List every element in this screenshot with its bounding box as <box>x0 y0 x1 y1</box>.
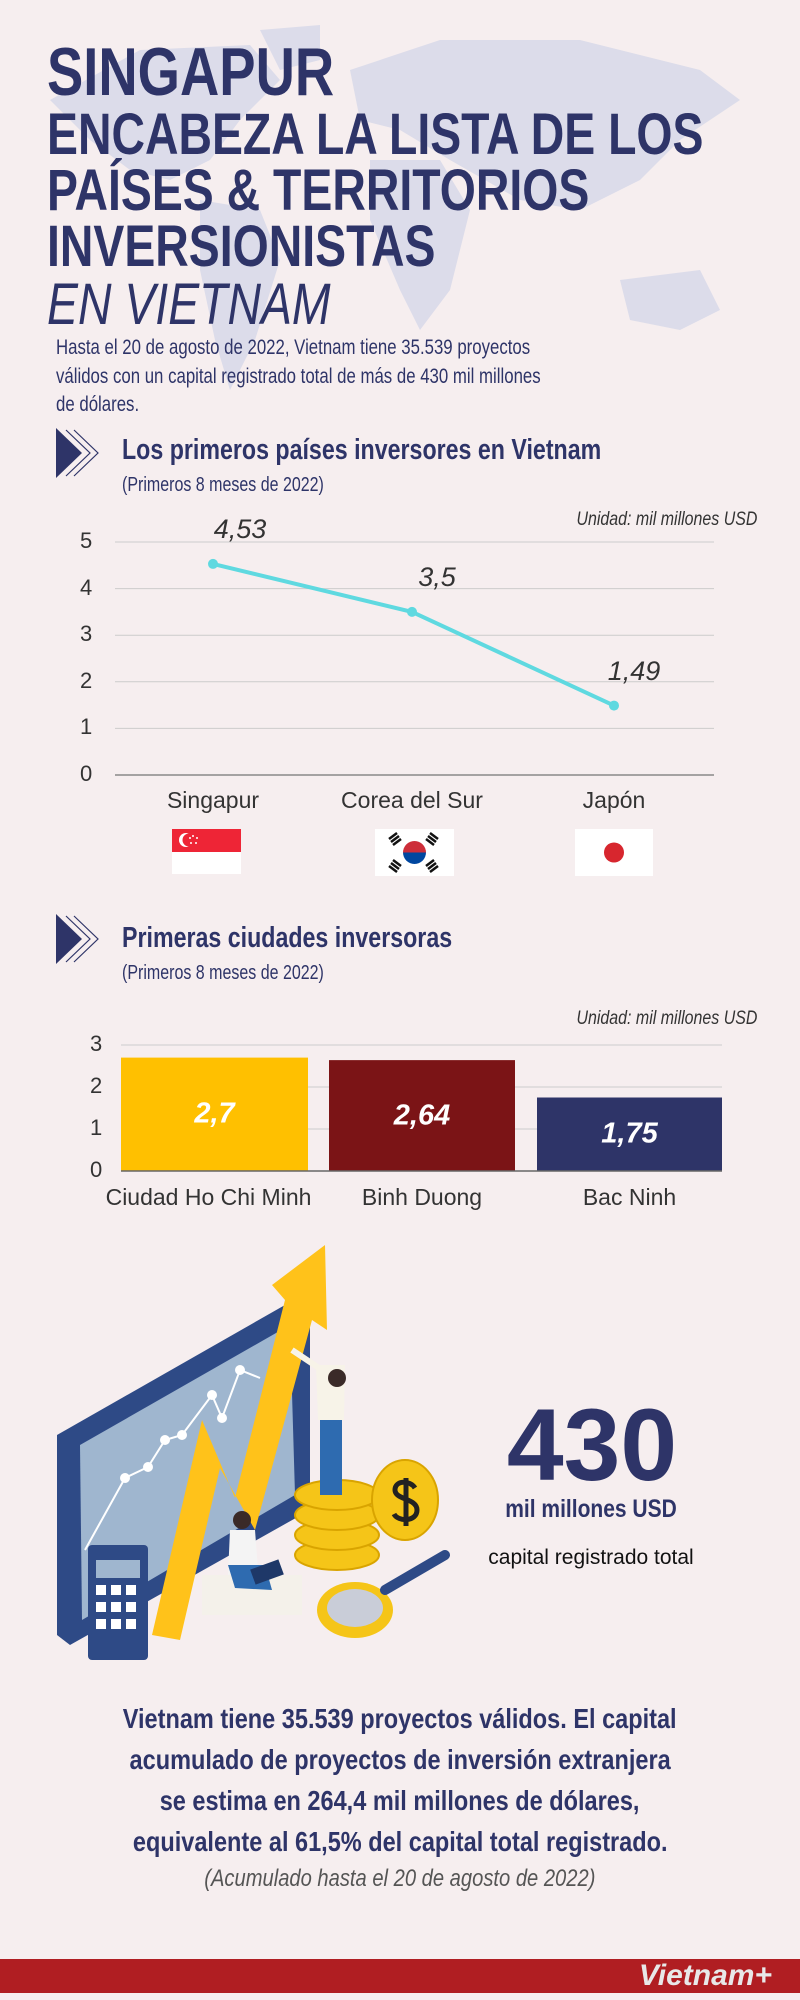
line-chart-subtitle: (Primeros 8 meses de 2022) <box>122 474 374 497</box>
summary-line: Vietnam tiene 35.539 proyectos válidos. … <box>123 1703 677 1734</box>
line-chart-title: Los primeros países inversores en Vietna… <box>122 434 721 467</box>
summary-line: equivalente al 61,5% del capital total r… <box>132 1826 668 1857</box>
unit-text: Unidad: mil millones USD <box>576 509 757 530</box>
y-tick-label: 1 <box>80 714 93 740</box>
title-text: INVERSIONISTAS <box>47 214 436 279</box>
bar-value-label: 2,64 <box>393 1099 451 1132</box>
highlight-number: 430 <box>506 1388 678 1502</box>
summary-line: se estima en 264,4 mil millones de dólar… <box>160 1785 640 1816</box>
chevron-arrows-icon <box>56 914 99 964</box>
singapore-flag <box>172 829 241 874</box>
y-tick-label: 3 <box>90 1031 103 1056</box>
bar-chart-subtitle: (Primeros 8 meses de 2022) <box>122 962 374 985</box>
south-korea-flag <box>375 829 454 876</box>
y-tick-label: 2 <box>80 667 93 693</box>
data-label: 3,5 <box>418 561 456 592</box>
x-category-label: Binh Duong <box>361 1184 483 1210</box>
subtitle-text: (Primeros 8 meses de 2022) <box>122 474 324 496</box>
chevron-arrows-icon <box>56 428 99 478</box>
summary-note: (Acumulado hasta el 20 de agosto de 2022… <box>0 1865 800 1893</box>
title-line-3: PAÍSES & TERRITORIOS <box>47 158 725 223</box>
summary-paragraph: Vietnam tiene 35.539 proyectos válidos. … <box>0 1698 800 1862</box>
intro-line: Hasta el 20 de agosto de 2022, Vietnam t… <box>56 336 531 359</box>
data-label: 4,53 <box>213 513 267 544</box>
unit-text: Unidad: mil millones USD <box>576 1008 757 1029</box>
bar <box>537 1097 722 1171</box>
y-tick-label: 3 <box>80 621 93 647</box>
subtitle-text: (Primeros 8 meses de 2022) <box>122 962 324 984</box>
highlight-caption: capital registrado total <box>488 1546 694 1569</box>
y-tick-label: 1 <box>90 1115 103 1140</box>
title-text: EN VIETNAM <box>47 272 331 337</box>
highlight-unit: mil millones USD <box>489 1495 693 1524</box>
y-tick-label: 2 <box>90 1073 103 1098</box>
intro-line: de dólares. <box>56 393 140 416</box>
bar-chart <box>121 1044 722 1172</box>
intro-paragraph: Hasta el 20 de agosto de 2022, Vietnam t… <box>56 334 662 420</box>
unit-text: mil millones USD <box>505 1495 677 1523</box>
world-map-background <box>50 25 740 390</box>
bar-value-label: 2,7 <box>194 1097 235 1130</box>
bar-chart-title: Primeras ciudades inversoras <box>122 922 535 955</box>
vietnamplus-logo: Vietnam+ <box>638 1959 772 1992</box>
x-category-label: Corea del Sur <box>341 787 483 813</box>
x-category-label: Bac Ninh <box>582 1184 677 1210</box>
title-text: ENCABEZA LA LISTA DE LOS <box>47 102 704 167</box>
footer-bar: Vietnam+ <box>0 1959 800 1993</box>
title-line-4: INVERSIONISTAS <box>47 214 533 279</box>
y-tick-label: 5 <box>80 528 93 553</box>
y-tick-label: 4 <box>80 574 93 600</box>
title-text: SINGAPUR <box>47 34 335 110</box>
bar-chart-unit: Unidad: mil millones USD <box>542 1008 757 1030</box>
bar <box>121 1057 308 1171</box>
summary-line: acumulado de proyectos de inversión extr… <box>129 1744 671 1775</box>
title-line-5: EN VIETNAM <box>47 276 402 334</box>
x-category-label: Ciudad Ho Chi Minh <box>105 1184 312 1210</box>
data-point <box>609 700 619 711</box>
title-line-2: ENCABEZA LA LISTA DE LOS <box>47 102 800 167</box>
growth-chart-illustration <box>57 1245 450 1660</box>
heading-text: Los primeros países inversores en Vietna… <box>122 434 602 466</box>
japan-flag <box>575 829 653 876</box>
data-point <box>208 558 218 569</box>
x-category-label: Singapur <box>166 787 260 813</box>
line-chart-unit: Unidad: mil millones USD <box>542 509 757 531</box>
y-tick-label: 0 <box>80 761 93 786</box>
y-tick-label: 0 <box>90 1157 103 1182</box>
title-text: PAÍSES & TERRITORIOS <box>47 158 590 223</box>
data-label: 1,49 <box>607 655 661 686</box>
intro-line: válidos con un capital registrado total … <box>56 364 541 388</box>
line-chart <box>115 541 714 776</box>
note-text: (Acumulado hasta el 20 de agosto de 2022… <box>204 1865 596 1892</box>
bar <box>329 1060 515 1171</box>
bar-value-label: 1,75 <box>601 1117 658 1150</box>
x-category-label: Japón <box>582 787 646 813</box>
data-point <box>407 606 417 617</box>
title-line-1: SINGAPUR <box>47 38 406 106</box>
heading-text: Primeras ciudades inversoras <box>122 922 453 954</box>
